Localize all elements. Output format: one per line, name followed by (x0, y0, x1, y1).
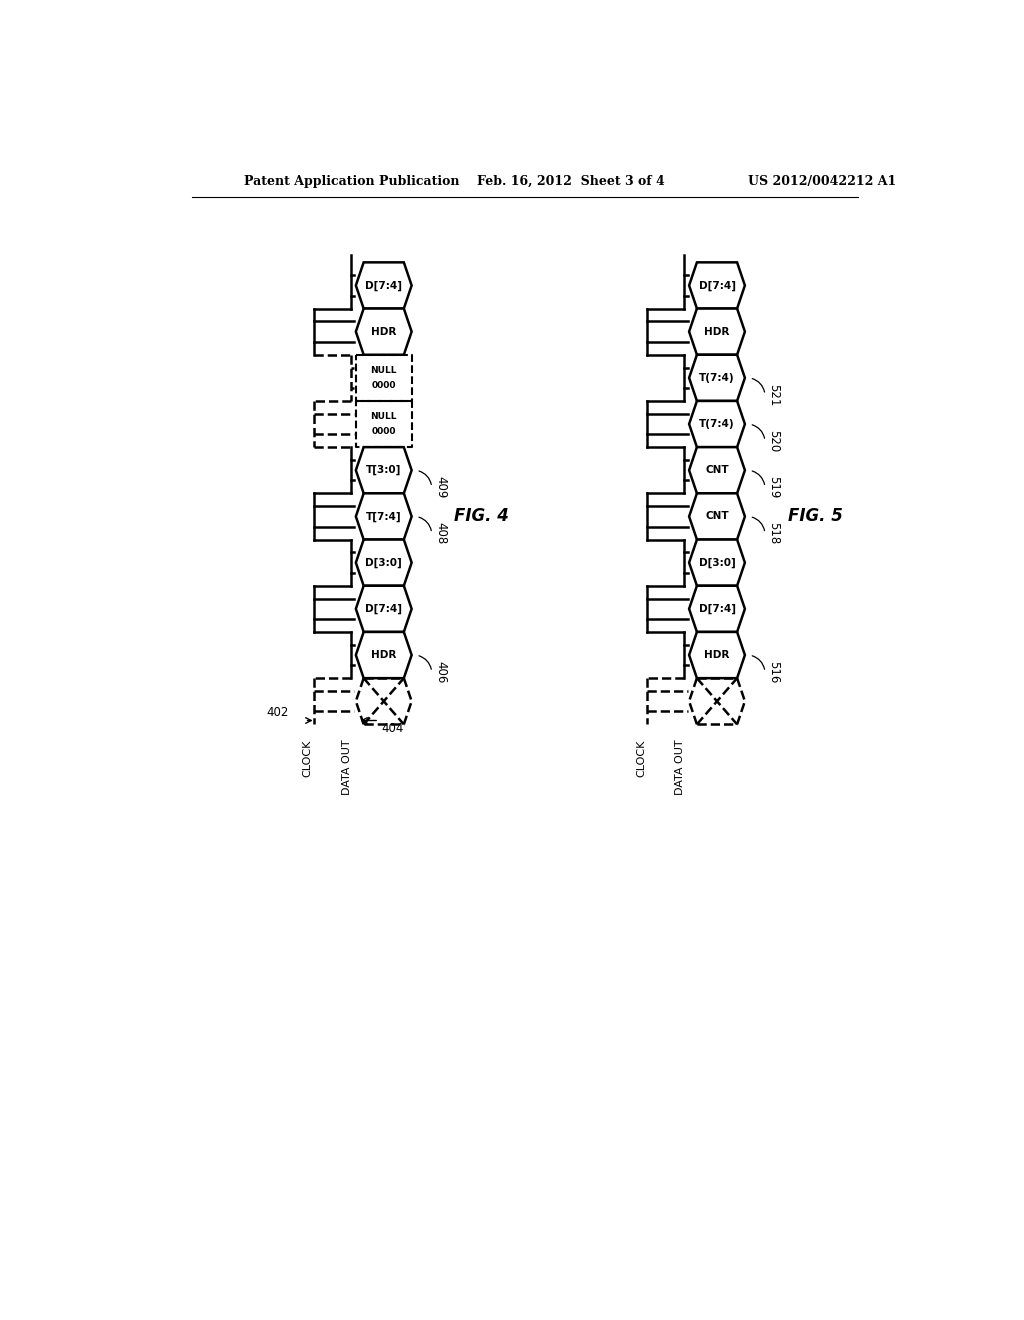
Text: HDR: HDR (705, 326, 730, 337)
Text: 518: 518 (767, 523, 780, 545)
Polygon shape (689, 586, 744, 632)
Text: DATA OUT: DATA OUT (342, 739, 351, 796)
Text: T(7:4): T(7:4) (699, 418, 735, 429)
Text: T[3:0]: T[3:0] (366, 465, 401, 475)
Text: CNT: CNT (706, 465, 729, 475)
Text: D[7:4]: D[7:4] (366, 280, 402, 290)
Text: HDR: HDR (371, 649, 396, 660)
Text: CNT: CNT (706, 511, 729, 521)
Text: T(7:4): T(7:4) (699, 372, 735, 383)
Text: 408: 408 (434, 523, 447, 545)
Polygon shape (356, 447, 412, 494)
Text: NULL: NULL (371, 412, 397, 421)
Text: 516: 516 (767, 661, 780, 684)
Polygon shape (689, 632, 744, 678)
Polygon shape (689, 540, 744, 586)
Text: Patent Application Publication: Patent Application Publication (245, 176, 460, 187)
Text: 0000: 0000 (372, 380, 396, 389)
Polygon shape (356, 263, 412, 309)
Polygon shape (689, 355, 744, 401)
Text: HDR: HDR (705, 649, 730, 660)
Text: D[3:0]: D[3:0] (698, 557, 735, 568)
Text: D[7:4]: D[7:4] (698, 280, 735, 290)
Polygon shape (689, 309, 744, 355)
Text: 520: 520 (767, 430, 780, 453)
Text: D[7:4]: D[7:4] (366, 603, 402, 614)
Text: 406: 406 (434, 661, 447, 684)
Polygon shape (356, 309, 412, 355)
Text: CLOCK: CLOCK (303, 739, 312, 777)
Polygon shape (689, 494, 744, 540)
Text: 402: 402 (267, 706, 289, 719)
Text: HDR: HDR (371, 326, 396, 337)
Polygon shape (689, 401, 744, 447)
Text: 404: 404 (381, 722, 403, 735)
Text: US 2012/0042212 A1: US 2012/0042212 A1 (748, 176, 896, 187)
Polygon shape (689, 263, 744, 309)
Text: FIG. 4: FIG. 4 (455, 507, 509, 525)
Polygon shape (689, 447, 744, 494)
Text: 521: 521 (767, 384, 780, 407)
Text: DATA OUT: DATA OUT (675, 739, 685, 796)
Text: CLOCK: CLOCK (636, 739, 646, 777)
Text: Feb. 16, 2012  Sheet 3 of 4: Feb. 16, 2012 Sheet 3 of 4 (477, 176, 665, 187)
Text: D[3:0]: D[3:0] (366, 557, 402, 568)
Text: NULL: NULL (371, 366, 397, 375)
Text: 0000: 0000 (372, 426, 396, 436)
Polygon shape (356, 632, 412, 678)
Polygon shape (356, 540, 412, 586)
Text: T[7:4]: T[7:4] (366, 511, 401, 521)
Polygon shape (356, 586, 412, 632)
Text: FIG. 5: FIG. 5 (787, 507, 843, 525)
Text: 519: 519 (767, 477, 780, 499)
Polygon shape (356, 494, 412, 540)
Text: D[7:4]: D[7:4] (698, 603, 735, 614)
Text: 409: 409 (434, 477, 447, 499)
